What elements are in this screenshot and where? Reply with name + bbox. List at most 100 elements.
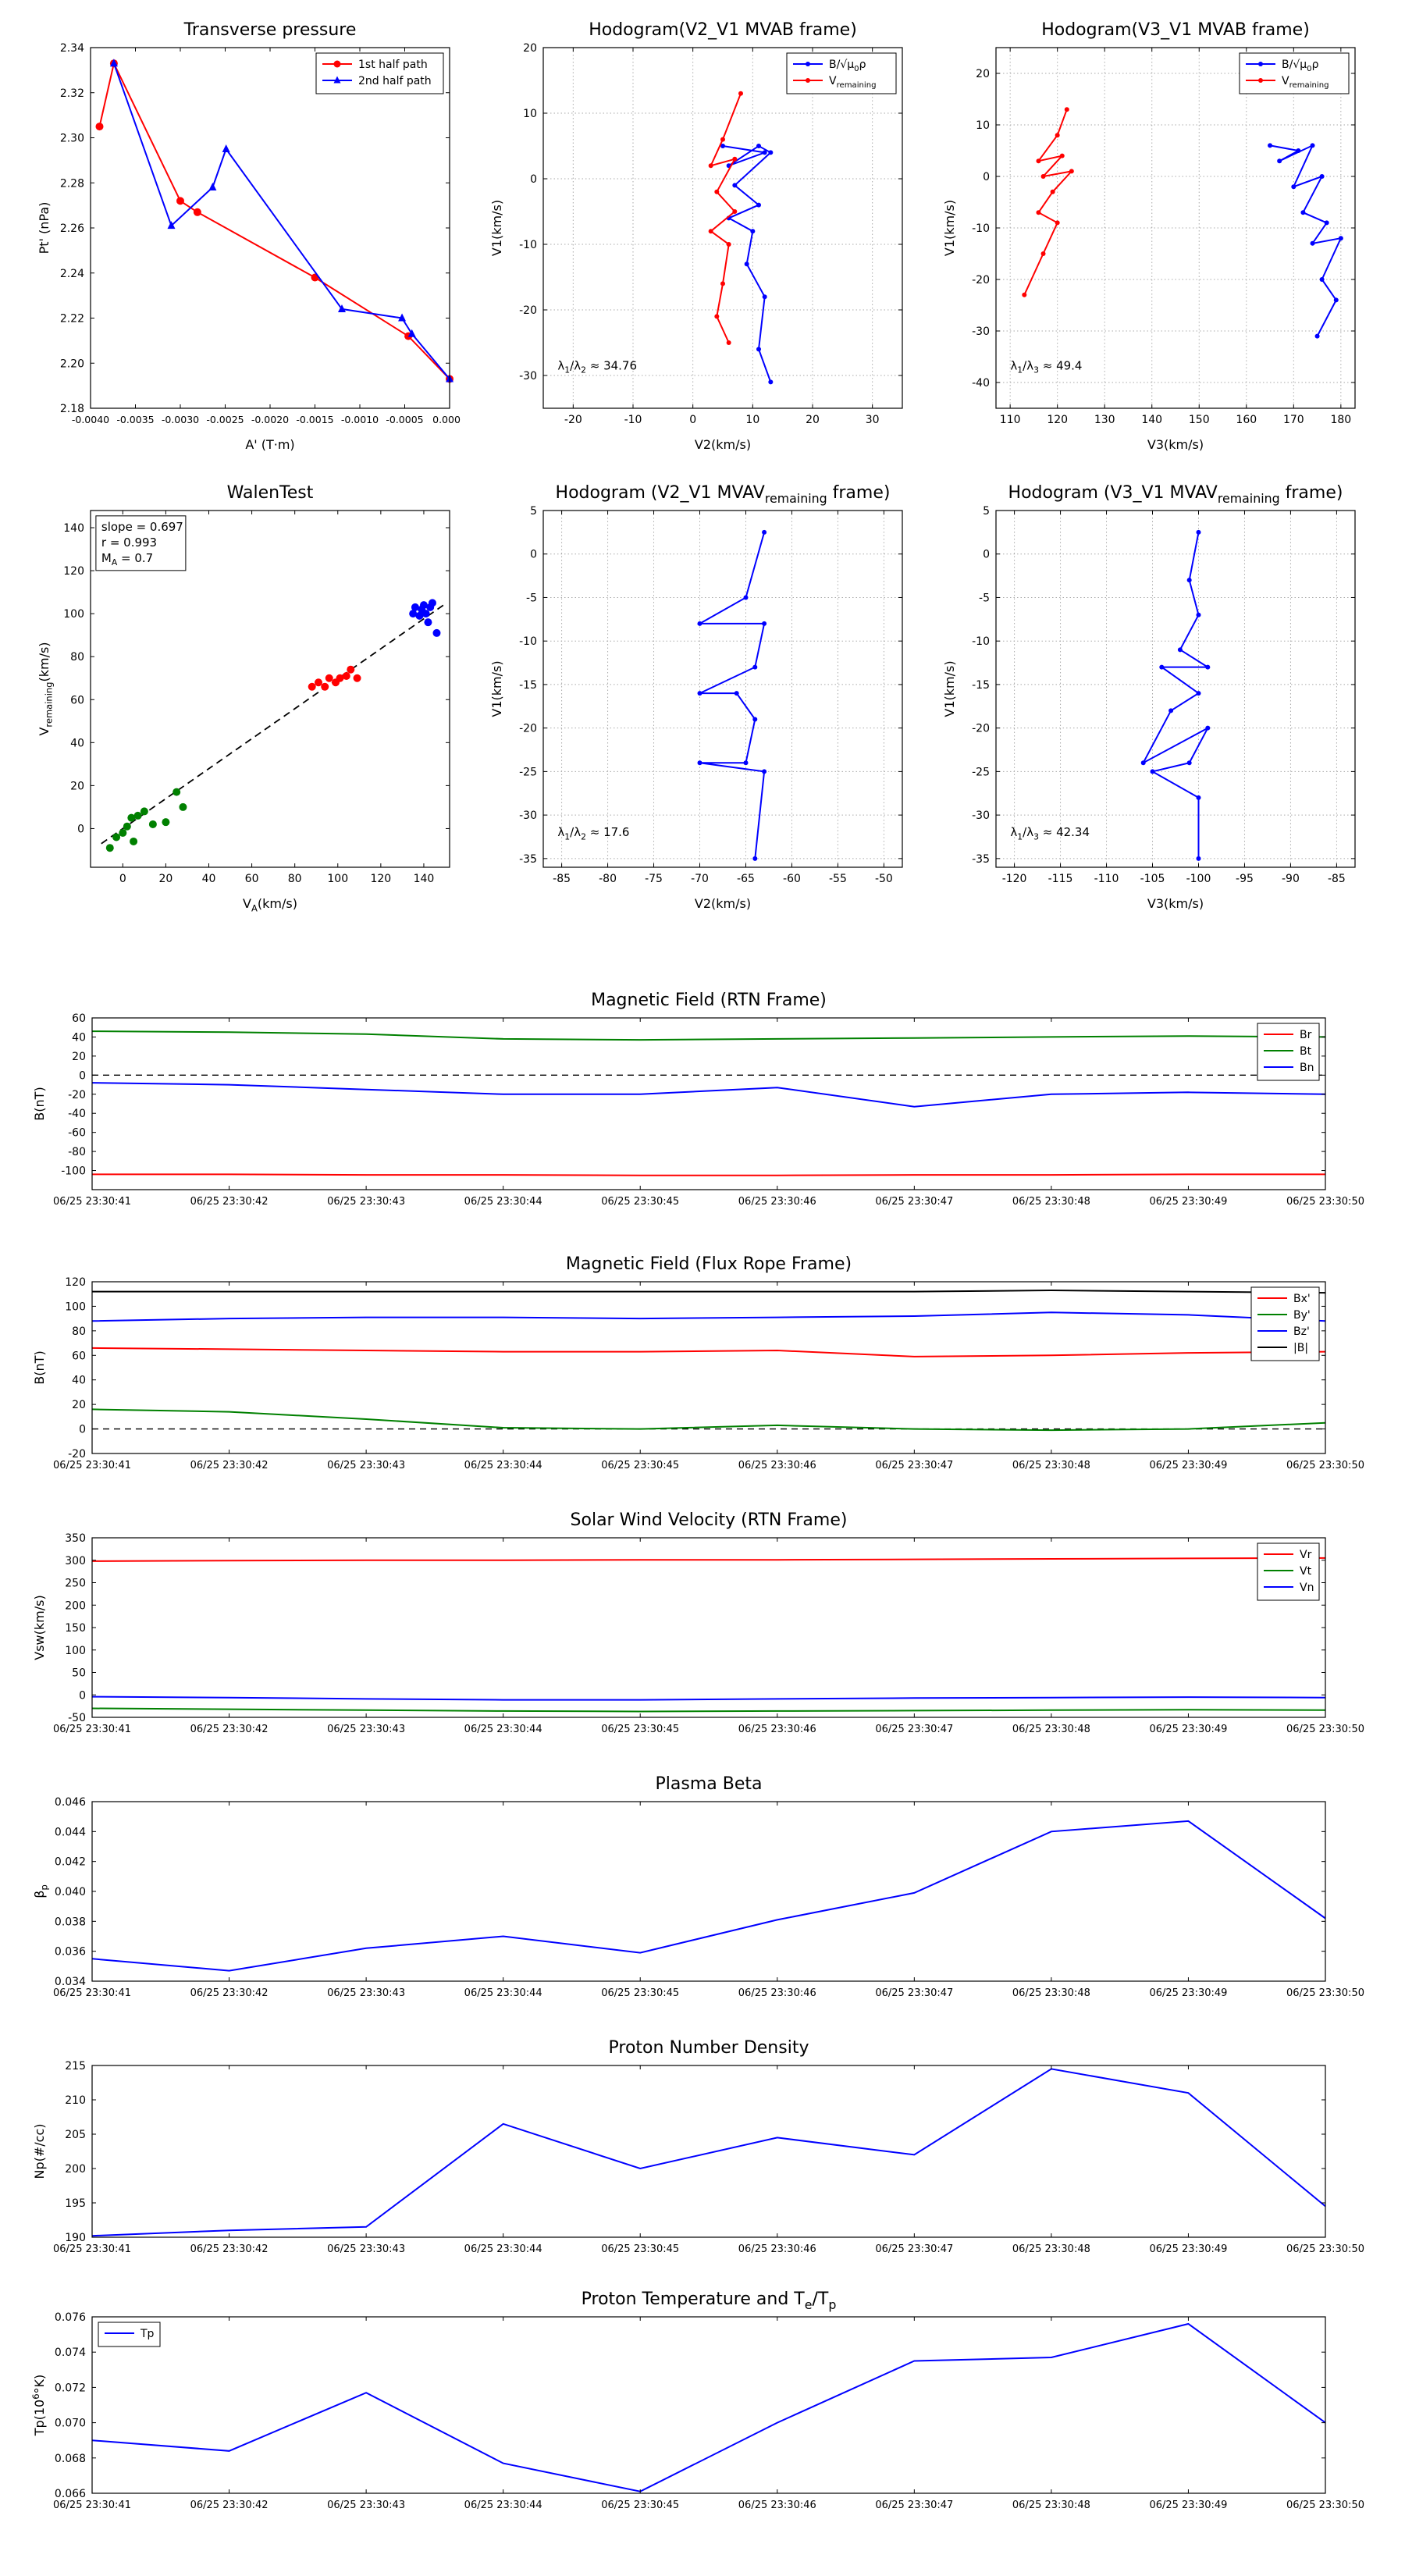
svg-text:06/25 23:30:47: 06/25 23:30:47: [875, 1196, 953, 1208]
svg-text:2.18: 2.18: [60, 403, 84, 415]
svg-text:-20: -20: [68, 1448, 86, 1461]
svg-text:0: 0: [79, 1069, 86, 1082]
svg-text:0: 0: [689, 414, 696, 426]
svg-text:0: 0: [79, 1689, 86, 1702]
x-axis: 06/25 23:30:41 06/25 23:30:42 06/25 23:30:…: [53, 1282, 1364, 1471]
hodogram-v2v1-mvav-canvas: -85 -80 -75 -70 -65 -60 -55 -50-35-30-25-20-15-…: [489, 483, 903, 911]
svg-text:06/25 23:30:41: 06/25 23:30:41: [53, 1987, 131, 1999]
svg-text:Vr: Vr: [1300, 1549, 1312, 1561]
svg-text:λ1/λ2 ≈ 34.76: λ1/λ2 ≈ 34.76: [557, 358, 637, 375]
svg-text:06/25 23:30:41: 06/25 23:30:41: [53, 1196, 131, 1208]
svg-text:-50: -50: [68, 1712, 86, 1724]
svg-text:0.074: 0.074: [55, 2347, 86, 2359]
svg-text:06/25 23:30:46: 06/25 23:30:46: [738, 2500, 816, 2511]
svg-text:120: 120: [1047, 414, 1068, 426]
svg-text:-75: -75: [645, 873, 663, 885]
svg-text:0: 0: [983, 549, 990, 561]
svg-text:-95: -95: [1236, 873, 1254, 885]
svg-text:-0.0035: -0.0035: [116, 414, 154, 425]
svg-text:-0.0025: -0.0025: [206, 414, 244, 425]
y-axis: -50 0 50 100 150 200 250 300 350: [65, 1532, 1325, 1724]
x-axis-label: VA(km/s): [243, 896, 297, 913]
svg-text:215: 215: [65, 2060, 86, 2073]
svg-text:205: 205: [65, 2129, 86, 2141]
chart-hodogram-v3v1-mvab: 110 120 130 140 150 160 170 180 -40 -30 -20 -10 0 10 2…: [929, 12, 1366, 464]
series-2nd half path: [109, 59, 454, 382]
y-axis-label: V1(km/s): [942, 200, 957, 256]
svg-text:06/25 23:30:45: 06/25 23:30:45: [601, 1196, 679, 1208]
x-axis-label: V2(km/s): [695, 437, 751, 452]
chart-magnetic-field-rtn: 06/25 23:30:41 06/25 23:30:42 06/25 23:30:…: [22, 985, 1380, 1221]
svg-text:06/25 23:30:46: 06/25 23:30:46: [738, 1724, 816, 1735]
series-Vn: [91, 1695, 1326, 1701]
svg-text:-50: -50: [875, 873, 893, 885]
svg-text:20: 20: [976, 68, 990, 80]
svg-text:06/25 23:30:46: 06/25 23:30:46: [738, 1196, 816, 1208]
series-first-half-points: [105, 788, 187, 852]
series-Bt: [91, 1030, 1326, 1041]
svg-text:200: 200: [65, 1599, 86, 1612]
svg-text:40: 40: [70, 737, 84, 749]
hodogram-v3v1-mvav-canvas: -120 -115 -110 -105 -100 -95 -90 -85-35-30-25-2…: [942, 483, 1356, 911]
vsw-rtn-canvas: 06/25 23:30:41 06/25 23:30:42 06/25 23:30:…: [32, 1510, 1364, 1735]
svg-text:06/25 23:30:42: 06/25 23:30:42: [190, 2243, 269, 2255]
svg-text:200: 200: [65, 2163, 86, 2176]
svg-text:06/25 23:30:45: 06/25 23:30:45: [601, 1724, 679, 1735]
svg-text:2nd half path: 2nd half path: [358, 75, 432, 87]
svg-text:-40: -40: [972, 377, 990, 390]
svg-text:06/25 23:30:49: 06/25 23:30:49: [1149, 1724, 1227, 1735]
x-axis-label: V3(km/s): [1147, 437, 1204, 452]
svg-text:B/√μ0ρ: B/√μ0ρ: [829, 59, 866, 73]
svg-text:100: 100: [65, 1645, 86, 1657]
svg-text:0: 0: [530, 549, 537, 561]
hodogram-v3v1-mvab-canvas: 110 120 130 140 150 160 170 180 -40 -30 -20 -10 0 10 2…: [942, 20, 1356, 452]
svg-text:10: 10: [976, 119, 990, 132]
y-axis-label: Pt' (nPa): [37, 202, 52, 254]
x-axis-label: A' (T·m): [245, 437, 294, 452]
y-axis: 0 20 40 60 80 100 120 140: [63, 522, 450, 835]
svg-text:06/25 23:30:48: 06/25 23:30:48: [1012, 1196, 1090, 1208]
y-axis: 0.034 0.036 0.038 0.040 0.042 0.044 0.046: [55, 1796, 1325, 1988]
svg-text:100: 100: [63, 608, 84, 621]
series-mid-points: [308, 665, 361, 691]
svg-text:120: 120: [65, 1276, 86, 1289]
svg-text:-20: -20: [68, 1089, 86, 1101]
y-axis: 190 195 200 205 210 215: [65, 2060, 1325, 2244]
svg-text:30: 30: [866, 414, 880, 426]
series-Vt: [91, 1707, 1326, 1713]
svg-text:0.044: 0.044: [55, 1826, 86, 1838]
svg-text:0.046: 0.046: [55, 1796, 86, 1809]
svg-text:06/25 23:30:49: 06/25 23:30:49: [1149, 2500, 1227, 2511]
svg-text:06/25 23:30:47: 06/25 23:30:47: [875, 2243, 953, 2255]
svg-text:-10: -10: [972, 222, 990, 235]
chart-proton-number-density: 06/25 23:30:41 06/25 23:30:42 06/25 23:30:…: [22, 2033, 1380, 2268]
chart-title: Plasma Beta: [656, 1774, 763, 1794]
y-axis-label: V1(km/s): [942, 660, 957, 717]
svg-text:-110: -110: [1094, 873, 1119, 885]
svg-text:-15: -15: [972, 679, 990, 692]
svg-text:06/25 23:30:47: 06/25 23:30:47: [875, 2500, 953, 2511]
y-axis-label: B(nT): [32, 1087, 47, 1120]
chart-transverse-pressure: -0.0040 -0.0035 -0.0030 -0.0025 -0.0020 -0.00…: [23, 12, 467, 464]
svg-text:06/25 23:30:44: 06/25 23:30:44: [464, 1724, 542, 1735]
svg-text:2.30: 2.30: [60, 133, 84, 145]
svg-text:0.072: 0.072: [55, 2382, 86, 2394]
y-axis: -35 -30 -25 -20 -15 -10 -5 0 5: [519, 505, 902, 866]
svg-text:-20: -20: [972, 723, 990, 735]
y-axis-label: Np(#/cc): [32, 2124, 47, 2179]
svg-text:-30: -30: [519, 809, 537, 822]
svg-text:λ1/λ2 ≈ 17.6: λ1/λ2 ≈ 17.6: [557, 825, 629, 841]
svg-text:2.20: 2.20: [60, 358, 84, 370]
svg-text:06/25 23:30:41: 06/25 23:30:41: [53, 1724, 131, 1735]
b-rtn-canvas: 06/25 23:30:41 06/25 23:30:42 06/25 23:30:…: [32, 991, 1364, 1208]
svg-text:0: 0: [530, 173, 537, 186]
chart-title: WalenTest: [227, 483, 314, 503]
svg-text:06/25 23:30:50: 06/25 23:30:50: [1286, 2243, 1364, 2255]
series-Vr: [91, 1557, 1326, 1562]
chart-hodogram-v2v1-mvav: -85 -80 -75 -70 -65 -60 -55 -50 -35 -30 -25 -20 -15-…: [476, 475, 913, 923]
svg-text:0.076: 0.076: [55, 2311, 86, 2324]
proton-temp-canvas: 06/25 23:30:41 06/25 23:30:42 06/25 23:30:…: [30, 2290, 1364, 2511]
legend: Bx' By' Bz' |B|: [1250, 1286, 1320, 1361]
svg-text:2.24: 2.24: [60, 268, 84, 280]
svg-text:20: 20: [806, 414, 820, 426]
